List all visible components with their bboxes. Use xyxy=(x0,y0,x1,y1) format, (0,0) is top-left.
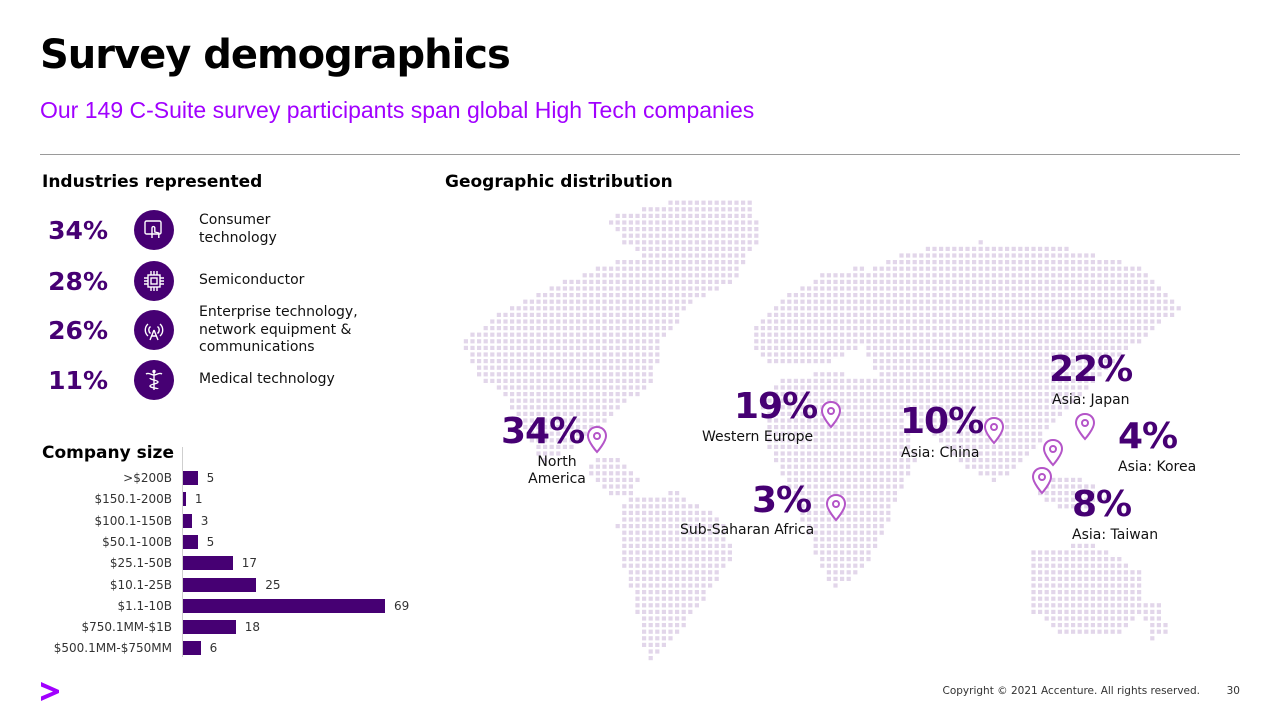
bar-row: $1.1-10B 69 xyxy=(40,596,440,617)
industry-percent: 34% xyxy=(48,216,108,245)
bar-value-label: 5 xyxy=(206,534,215,549)
company-size-heading: Company size xyxy=(42,443,174,463)
industries-heading: Industries represented xyxy=(42,172,263,192)
region-label-japan: Asia: Japan xyxy=(1052,392,1130,408)
map-pin-icon xyxy=(1042,438,1064,467)
industry-label: Enterprise technology, network equipment… xyxy=(199,304,358,355)
bar-value-label: 1 xyxy=(194,492,203,507)
page-subtitle: Our 149 C-Suite survey participants span… xyxy=(40,97,755,123)
world-dot-map xyxy=(463,200,1181,661)
page-number: 30 xyxy=(1226,685,1240,697)
industry-row: 11% Medical technology xyxy=(40,360,400,400)
map-pin-icon xyxy=(1031,466,1053,495)
bar-row: $25.1-50B 17 xyxy=(40,553,440,574)
bar xyxy=(183,492,186,507)
bar-row: $10.1-25B 25 xyxy=(40,575,440,596)
region-label-north-america: North America xyxy=(528,454,586,487)
bar xyxy=(183,620,236,635)
bar xyxy=(183,641,201,656)
bar-category-label: $150.1-200B xyxy=(94,492,172,507)
map-pin-icon xyxy=(1074,412,1096,441)
bar-value-label: 18 xyxy=(244,620,260,635)
bar xyxy=(183,577,257,592)
bar xyxy=(183,598,385,613)
industry-label: Semiconductor xyxy=(199,272,305,288)
industry-label: Medical technology xyxy=(199,371,335,387)
region-percent-north-america: 34% xyxy=(501,411,585,452)
bar-axis-line xyxy=(182,447,183,657)
industry-row: 34% Consumer technology xyxy=(40,210,400,250)
accenture-logo-icon xyxy=(41,682,59,701)
map-pin-icon xyxy=(825,493,847,522)
industry-label: Consumer technology xyxy=(199,212,277,246)
region-percent-japan: 22% xyxy=(1049,349,1133,390)
map-pin-icon xyxy=(586,425,608,454)
industry-percent: 28% xyxy=(48,267,108,296)
bar-row: $150.1-200B 1 xyxy=(40,489,440,510)
bar-row: $100.1-150B 3 xyxy=(40,511,440,532)
map-pin-icon xyxy=(983,416,1005,445)
bar-category-label: >$200B xyxy=(123,471,172,485)
touch-screen-icon xyxy=(134,210,174,250)
bar-category-label: $100.1-150B xyxy=(94,513,172,528)
bar-category-label: $10.1-25B xyxy=(109,577,172,592)
chip-icon xyxy=(134,261,174,301)
bar-value-label: 25 xyxy=(265,577,281,592)
bar-row: $500.1MM-$750MM 6 xyxy=(40,638,440,659)
bar-row: $750.1MM-$1B 18 xyxy=(40,617,440,638)
broadcast-tower-icon xyxy=(134,310,174,350)
copyright-text: Copyright © 2021 Accenture. All rights r… xyxy=(942,685,1201,697)
industry-percent: 11% xyxy=(48,366,108,395)
industry-percent: 26% xyxy=(48,316,108,345)
bar-row: >$200B 5 xyxy=(40,468,440,489)
page-title: Survey demographics xyxy=(40,32,511,78)
bar-value-label: 17 xyxy=(241,556,258,571)
bar-value-label: 5 xyxy=(206,471,215,485)
map-pin-icon xyxy=(820,400,842,429)
bar xyxy=(183,471,198,485)
bar-category-label: $25.1-50B xyxy=(109,556,172,571)
industry-row: 26% Enterprise technology, network equip… xyxy=(40,304,400,355)
region-label-taiwan: Asia: Taiwan xyxy=(1072,527,1159,543)
bar-category-label: $500.1MM-$750MM xyxy=(53,641,172,656)
bar-category-label: $1.1-10B xyxy=(117,598,172,613)
bar-value-label: 69 xyxy=(394,598,410,613)
bar xyxy=(183,556,233,571)
bar-value-label: 3 xyxy=(200,513,209,528)
region-percent-sub-saharan-africa: 3% xyxy=(752,480,812,521)
bar-category-label: $50.1-100B xyxy=(102,534,172,549)
caduceus-icon xyxy=(134,360,174,400)
region-percent-taiwan: 8% xyxy=(1072,484,1132,525)
region-label-korea: Asia: Korea xyxy=(1118,459,1197,475)
divider xyxy=(40,154,1240,155)
region-label-sub-saharan-africa: Sub-Saharan Africa xyxy=(680,522,815,538)
region-label-china: Asia: China xyxy=(901,445,980,461)
region-percent-korea: 4% xyxy=(1118,416,1178,457)
bar-row: $50.1-100B 5 xyxy=(40,532,440,553)
region-label-western-europe: Western Europe xyxy=(702,429,814,445)
bar xyxy=(183,534,198,549)
bar-category-label: $750.1MM-$1B xyxy=(81,620,172,635)
industry-row: 28% Semiconductor xyxy=(40,261,400,301)
geography-heading: Geographic distribution xyxy=(445,172,673,192)
region-percent-china: 10% xyxy=(900,401,984,442)
bar-value-label: 6 xyxy=(209,641,218,656)
bar xyxy=(183,513,192,528)
region-percent-western-europe: 19% xyxy=(734,386,818,427)
